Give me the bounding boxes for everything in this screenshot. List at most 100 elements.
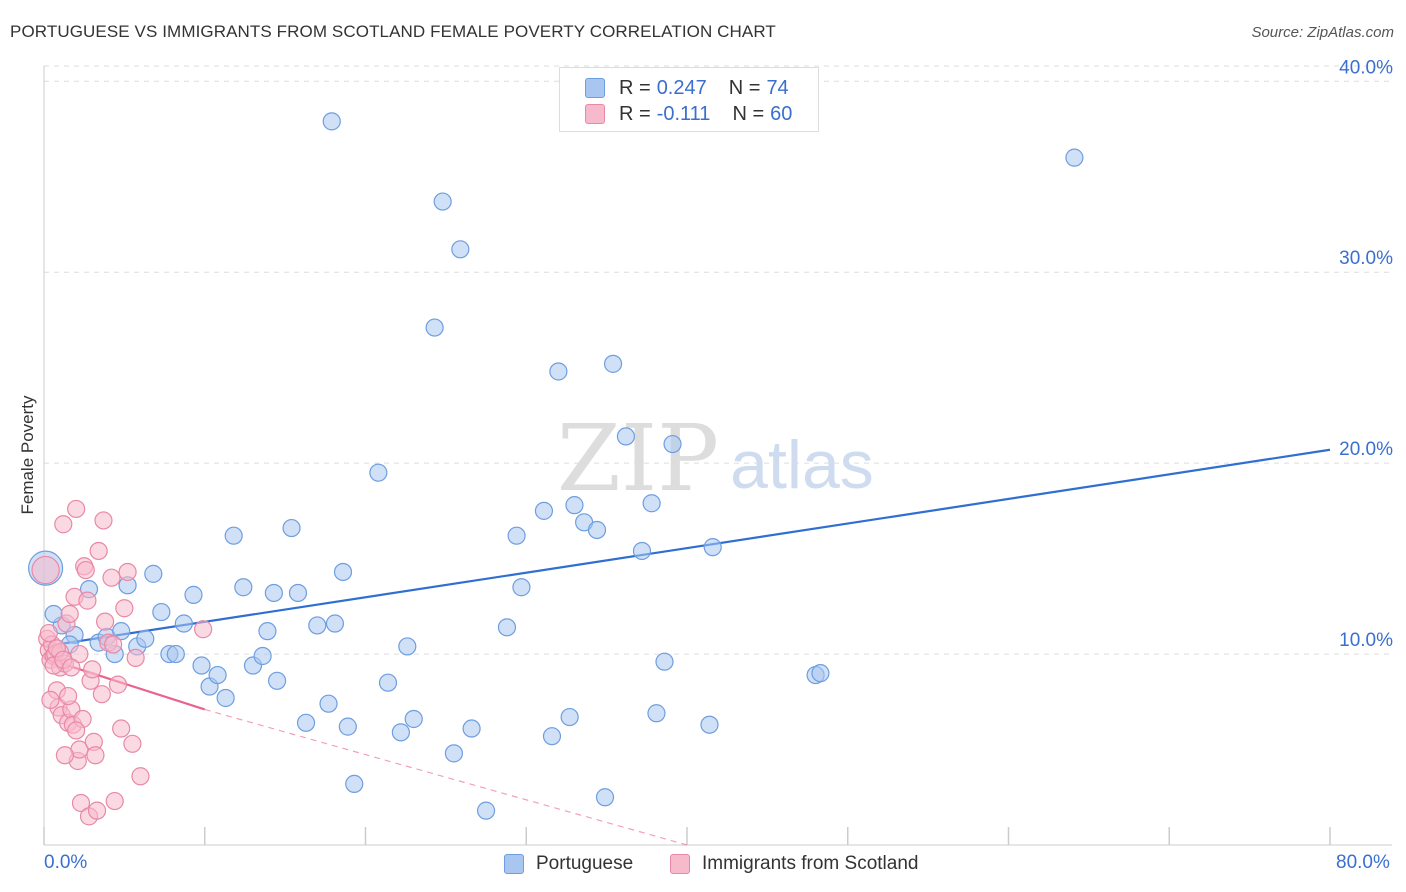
point-portuguese (404, 709, 423, 729)
point-immigrants-from-scotland (31, 555, 60, 585)
legend-row-portuguese: R = 0.247 N = 74 (585, 76, 789, 100)
point-immigrants-from-scotland (60, 604, 79, 624)
watermark-zip: ZIP (557, 405, 719, 512)
point-portuguese (258, 622, 277, 641)
point-immigrants-from-scotland (71, 793, 91, 813)
y-tick-label: 20.0% (1339, 439, 1393, 460)
point-portuguese (264, 583, 283, 603)
point-portuguese (587, 520, 607, 540)
point-portuguese (112, 622, 131, 641)
point-portuguese (433, 192, 452, 211)
point-portuguese (208, 665, 227, 685)
legend-r-value: 0.247 (656, 76, 707, 99)
legend-r-value: -0.111 (656, 102, 711, 125)
y-tick-labels: 10.0% 20.0% 30.0% 40.0% (1339, 57, 1393, 651)
point-portuguese (616, 427, 636, 446)
trend-line-portuguese (43, 448, 1331, 648)
point-portuguese (595, 788, 615, 807)
point-portuguese (565, 496, 584, 515)
point-immigrants-from-scotland (41, 690, 60, 709)
point-immigrants-from-scotland (89, 541, 108, 561)
point-immigrants-from-scotland (126, 648, 145, 667)
point-portuguese (296, 713, 316, 732)
point-portuguese (476, 801, 496, 820)
grid-lines (44, 65, 1392, 655)
point-portuguese (603, 354, 623, 373)
legend-n-value: 60 (770, 102, 793, 125)
point-portuguese (234, 578, 253, 597)
point-immigrants-from-scotland (86, 746, 105, 765)
point-immigrants-from-scotland (118, 562, 137, 582)
point-immigrants-from-scotland (94, 511, 113, 530)
point-portuguese (425, 318, 444, 337)
bottom-legend-swatch-portuguese (504, 854, 524, 874)
point-immigrants-from-scotland (67, 721, 86, 740)
point-portuguese (174, 614, 193, 633)
axes (43, 66, 1392, 846)
point-immigrants-from-scotland (54, 515, 73, 534)
point-immigrants-from-scotland (115, 599, 134, 618)
point-portuguese (253, 646, 272, 666)
legend-r-label: R = (619, 76, 651, 99)
point-immigrants-from-scotland (123, 734, 142, 753)
point-portuguese (398, 637, 417, 656)
point-portuguese (282, 518, 301, 538)
point-immigrants-from-scotland (55, 746, 74, 765)
point-immigrants-from-scotland (102, 568, 121, 587)
y-tick-label: 10.0% (1339, 630, 1393, 651)
point-immigrants-from-scotland (62, 658, 81, 677)
point-portuguese (144, 564, 163, 583)
point-portuguese (184, 585, 203, 604)
point-immigrants-from-scotland (104, 635, 123, 654)
point-immigrants-from-scotland (39, 623, 58, 643)
point-immigrants-from-scotland (87, 801, 107, 820)
bottom-legend-scotland: Immigrants from Scotland (670, 852, 918, 876)
zipatlas-watermark: ZIP atlas (557, 405, 874, 512)
x-tick-label-min: 0.0% (44, 852, 88, 873)
watermark-atlas: atlas (730, 427, 874, 503)
legend-n-label: N = (732, 102, 765, 125)
point-immigrants-from-scotland (78, 591, 97, 610)
point-immigrants-from-scotland (76, 560, 95, 580)
point-immigrants-from-scotland (92, 685, 111, 704)
correlation-legend: R = 0.247 N = 74 R = -0.111 N = 60 (559, 67, 819, 132)
point-portuguese (451, 240, 470, 259)
point-portuguese (507, 526, 526, 545)
y-tick-label: 30.0% (1339, 248, 1393, 269)
point-portuguese (152, 602, 171, 622)
y-tick-label: 40.0% (1339, 57, 1393, 78)
point-portuguese (462, 719, 481, 738)
point-portuguese (560, 707, 579, 727)
point-portuguese (811, 664, 830, 683)
bottom-legend-portuguese: Portuguese (504, 852, 633, 876)
point-immigrants-from-scotland (70, 644, 89, 664)
point-portuguese (224, 526, 243, 545)
legend-swatch-portuguese (585, 78, 605, 98)
point-portuguese (333, 562, 353, 582)
point-portuguese (512, 578, 531, 597)
bottom-legend-label-portuguese: Portuguese (536, 853, 634, 874)
point-portuguese (549, 362, 568, 381)
point-portuguese (534, 501, 554, 520)
chart-source: Source: ZipAtlas.com (1251, 24, 1394, 41)
point-portuguese (369, 463, 388, 482)
point-portuguese (497, 618, 517, 637)
point-immigrants-from-scotland (59, 686, 78, 706)
point-portuguese (391, 723, 410, 742)
legend-n-value: 74 (766, 76, 789, 99)
point-portuguese (642, 494, 661, 513)
point-portuguese (216, 688, 235, 708)
point-portuguese (288, 583, 308, 603)
point-immigrants-from-scotland (108, 675, 128, 694)
point-portuguese (345, 774, 364, 794)
trend-extension-immigrants-from-scotland (204, 708, 688, 846)
point-portuguese (647, 704, 666, 723)
point-portuguese (322, 112, 341, 131)
point-portuguese (1065, 148, 1084, 167)
chart-title: PORTUGUESE VS IMMIGRANTS FROM SCOTLAND F… (10, 22, 776, 41)
point-portuguese (338, 717, 357, 736)
point-immigrants-from-scotland (131, 767, 150, 786)
point-portuguese (319, 694, 338, 713)
point-portuguese (632, 541, 652, 561)
